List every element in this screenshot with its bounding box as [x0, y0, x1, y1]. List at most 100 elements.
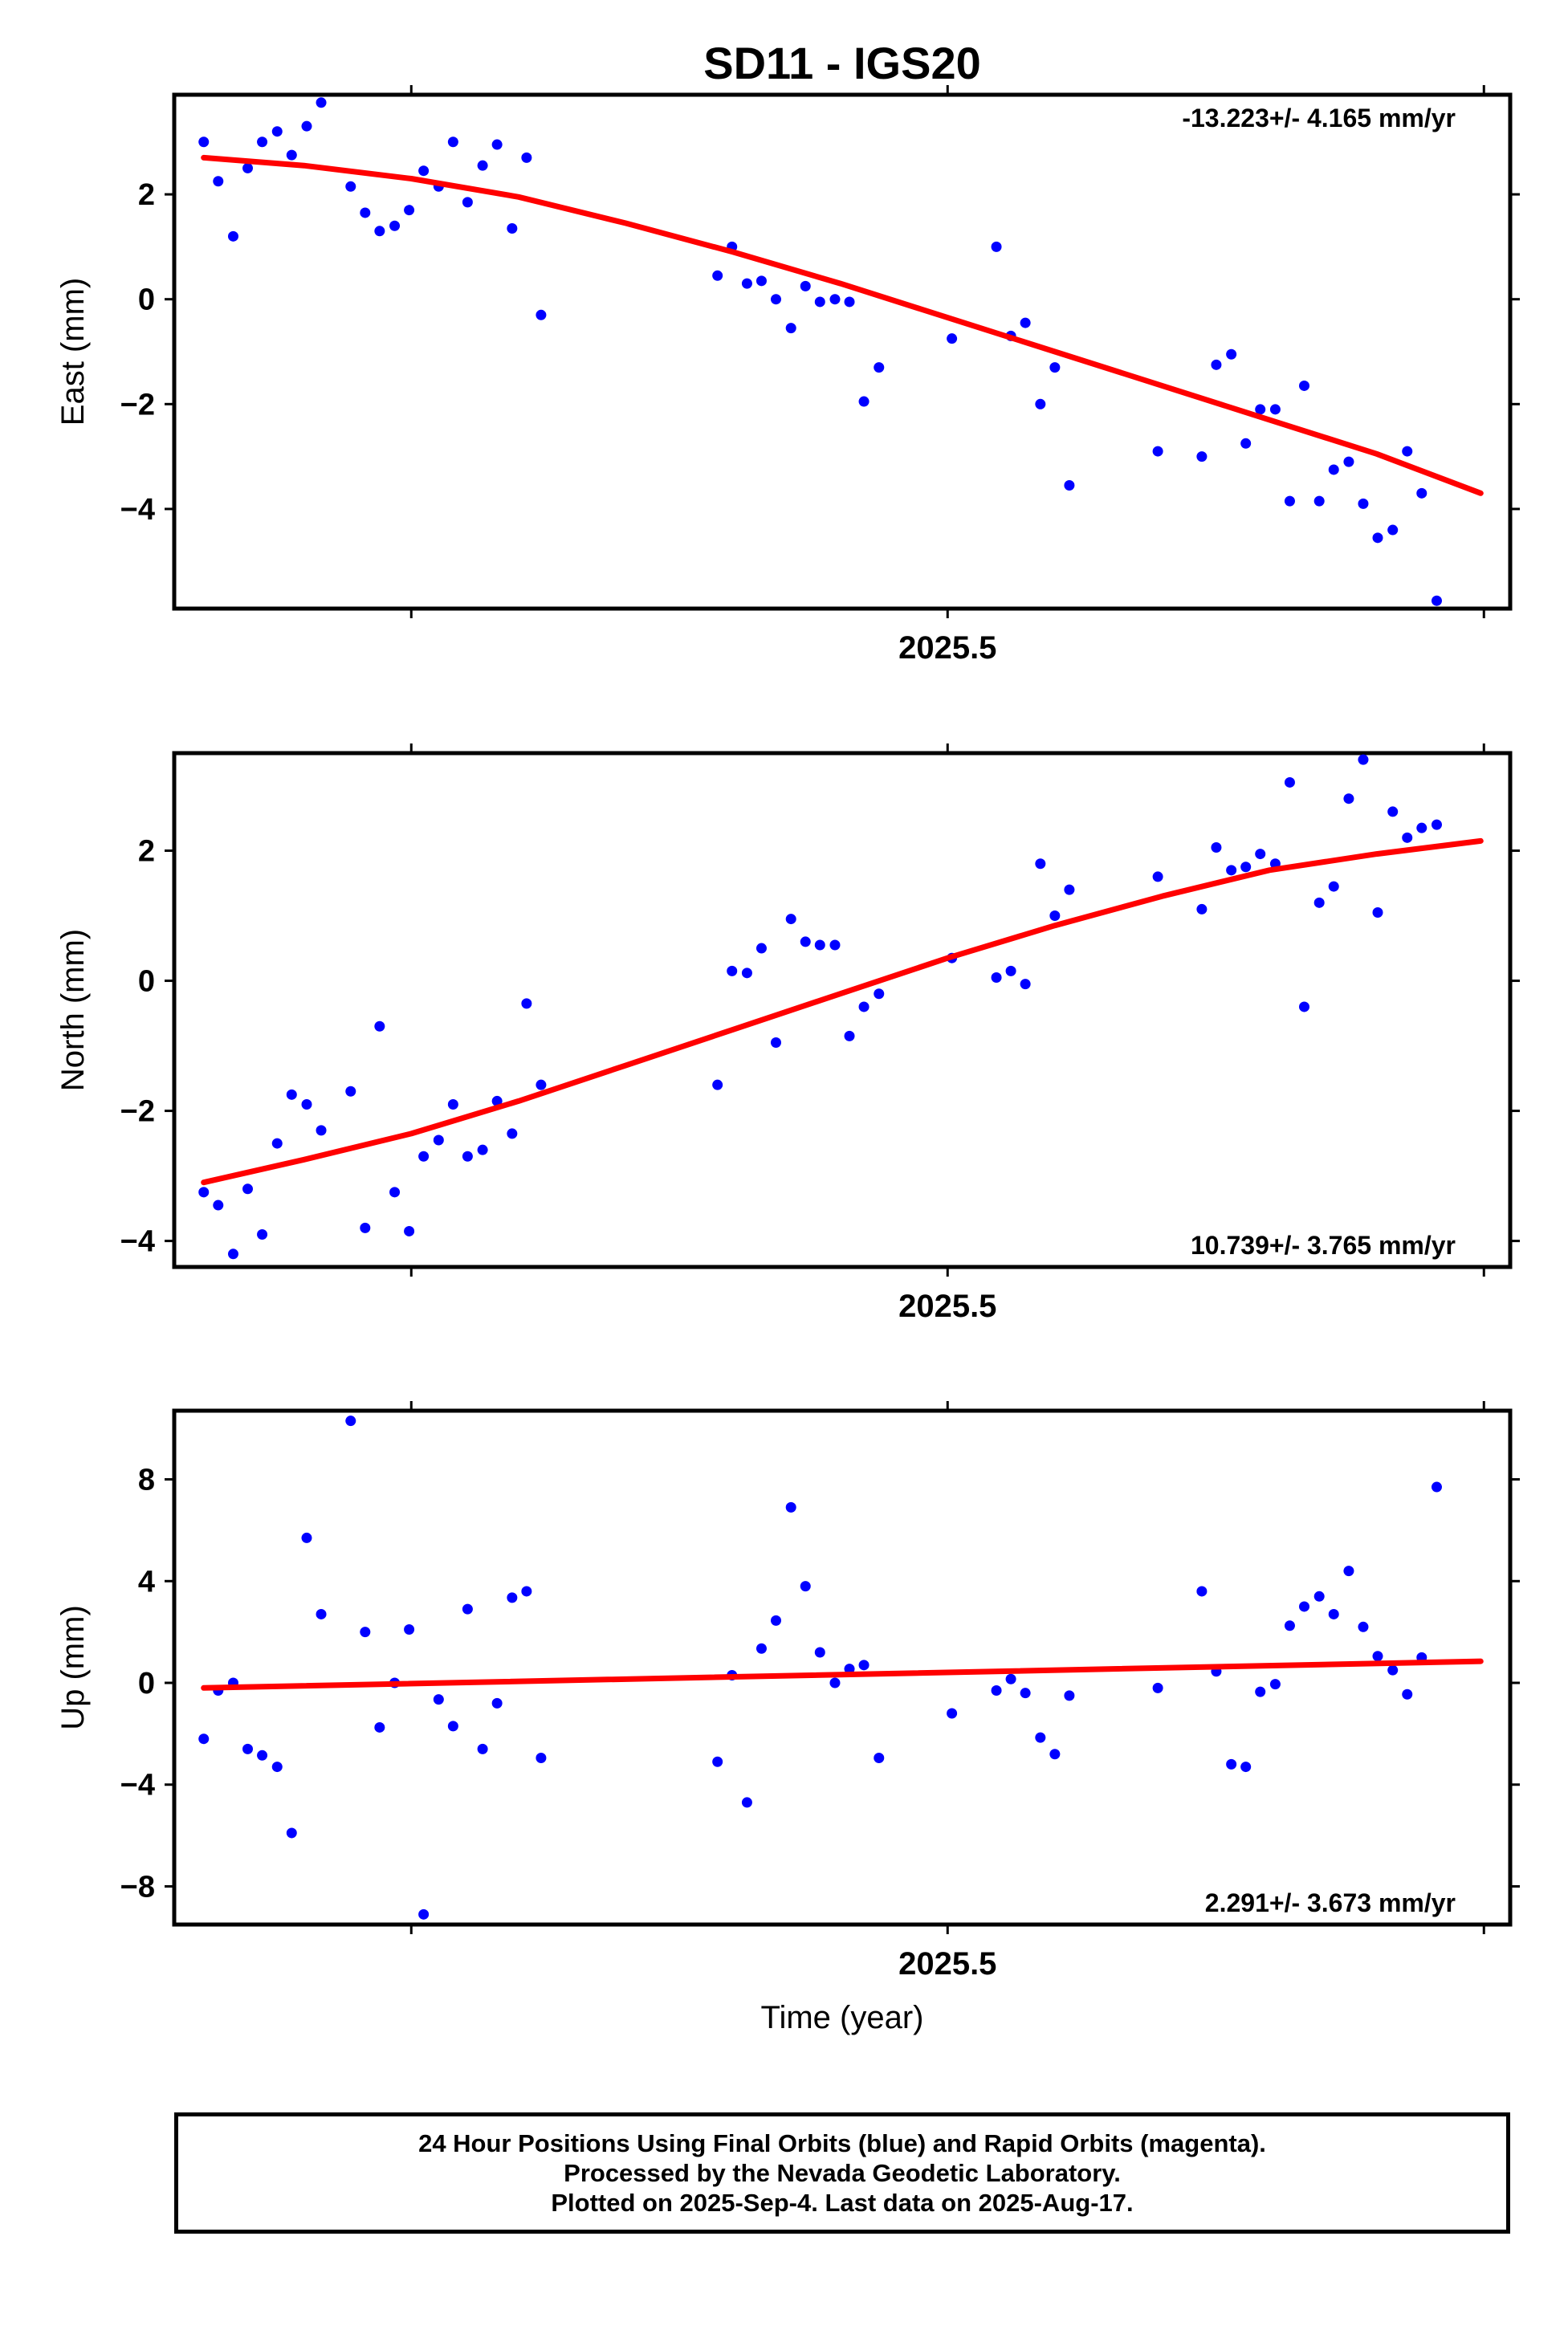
up-data-point — [785, 1501, 796, 1513]
east-data-point — [800, 280, 811, 291]
x-axis-label: Time (year) — [761, 2000, 924, 2035]
east-ytick-label: 2 — [138, 178, 155, 212]
east-data-point — [462, 197, 473, 208]
up-fit-line — [201, 1658, 1484, 1691]
up-xtick-label: 2025.5 — [898, 1946, 996, 1982]
up-data-point — [1035, 1732, 1046, 1743]
up-data-point — [418, 1908, 430, 1920]
up-data-point — [286, 1827, 297, 1839]
up-data-point — [360, 1627, 371, 1638]
east-rate-label: -13.223+/- 4.165 mm/yr — [1182, 104, 1456, 132]
north-data-point — [257, 1228, 268, 1240]
north-data-point — [1196, 903, 1208, 914]
north-data-point — [213, 1200, 224, 1211]
east-data-point — [1416, 487, 1427, 499]
east-data-point — [271, 126, 283, 137]
east-data-point — [1343, 456, 1354, 467]
east-data-point — [491, 139, 503, 150]
footer-box: 24 Hour Positions Using Final Orbits (bl… — [174, 2112, 1510, 2234]
east-data-point — [447, 136, 458, 148]
north-data-point — [1313, 897, 1325, 908]
east-data-point — [1431, 595, 1442, 606]
north-data-point — [1035, 858, 1046, 870]
north-data-point — [1255, 849, 1266, 860]
up-data-point — [1226, 1758, 1237, 1770]
up-data-point — [858, 1660, 870, 1671]
north-data-point — [360, 1222, 371, 1233]
east-data-point — [771, 294, 782, 305]
east-data-point — [242, 162, 254, 173]
up-data-point — [741, 1797, 752, 1808]
east-data-point — [1035, 398, 1046, 409]
up-data-point — [1313, 1591, 1325, 1602]
up-ytick-label: −4 — [120, 1769, 155, 1802]
up-data-point — [491, 1697, 503, 1709]
north-data-point — [814, 939, 825, 951]
up-data-point — [404, 1623, 415, 1635]
north-data-point — [1402, 832, 1413, 843]
north-data-point — [433, 1134, 444, 1146]
footer-line-1: 24 Hour Positions Using Final Orbits (bl… — [418, 2129, 1266, 2157]
up-data-point — [814, 1647, 825, 1658]
up-rate-label: 2.291+/- 3.673 mm/yr — [1205, 1888, 1456, 1917]
up-data-point — [1284, 1620, 1295, 1631]
north-data-point — [389, 1187, 401, 1198]
footer-line-3: Plotted on 2025-Sep-4. Last data on 2025… — [551, 2189, 1134, 2217]
east-data-point — [1020, 317, 1031, 328]
up-data-point — [507, 1592, 518, 1603]
north-data-point — [858, 1001, 870, 1012]
up-plot-frame — [172, 1408, 1513, 1927]
north-data-point — [345, 1086, 356, 1097]
north-data-point — [1328, 881, 1339, 892]
east-data-point — [1064, 480, 1075, 491]
up-data-point — [800, 1581, 811, 1592]
east-data-point — [1049, 362, 1061, 373]
east-data-point — [301, 120, 312, 132]
east-y-axis-label: East (mm) — [55, 278, 91, 426]
east-data-point — [507, 223, 518, 234]
east-data-point — [1211, 359, 1222, 370]
north-xtick-label: 2025.5 — [898, 1289, 996, 1324]
north-data-point — [1343, 793, 1354, 805]
north-data-point — [521, 998, 532, 1009]
north-data-point — [447, 1098, 458, 1110]
east-data-point — [712, 270, 723, 281]
up-data-point — [1255, 1686, 1266, 1697]
north-data-point — [844, 1030, 855, 1041]
up-data-point — [1372, 1651, 1383, 1662]
north-ytick-label: 2 — [138, 835, 155, 869]
panels: −4 −2 0 2 2025.5 East (mm) -13.223+/- 4.165 mm… — [55, 85, 1520, 1982]
up-data-point — [1358, 1621, 1369, 1632]
north-data-point — [727, 965, 738, 976]
up-data-point — [755, 1643, 767, 1654]
up-data-point — [316, 1608, 327, 1619]
chart-title: SD11 - IGS20 — [703, 38, 981, 88]
up-data-point — [1402, 1688, 1413, 1700]
east-data-point — [1152, 446, 1163, 457]
east-data-point — [316, 97, 327, 108]
north-data-point — [1284, 776, 1295, 788]
north-fit-line — [201, 837, 1484, 1186]
east-data-point — [257, 136, 268, 148]
east-data-point — [1387, 524, 1399, 536]
north-ytick-label: −4 — [120, 1225, 155, 1259]
east-data-point — [536, 309, 547, 320]
up-panel: −8 −4 0 4 8 2025.5 Up (mm) 2.291+/- 3.673 mm/yr — [55, 1401, 1520, 1982]
east-data-point — [345, 181, 356, 192]
east-data-point — [521, 152, 532, 163]
up-data-point — [433, 1694, 444, 1705]
east-data-point — [741, 278, 752, 289]
north-data-point — [1298, 1001, 1309, 1012]
east-data-point — [1313, 495, 1325, 507]
up-data-point — [1152, 1682, 1163, 1693]
east-data-point — [477, 160, 488, 171]
east-data-point — [418, 165, 430, 177]
up-data-point — [1064, 1690, 1075, 1701]
east-data-point — [1196, 451, 1208, 462]
north-data-point — [800, 936, 811, 947]
north-data-point — [712, 1079, 723, 1090]
north-data-point — [1240, 862, 1252, 873]
east-ytick-label: 0 — [138, 283, 155, 317]
north-data-point — [1431, 819, 1442, 830]
up-data-point — [301, 1532, 312, 1543]
